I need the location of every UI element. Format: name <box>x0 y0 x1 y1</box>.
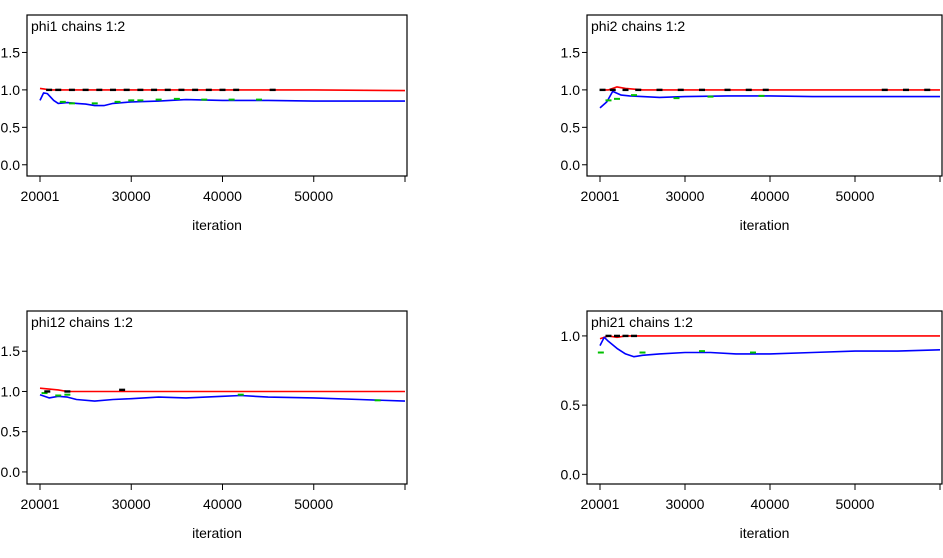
x-tick-label: 30000 <box>666 496 705 512</box>
y-tick-label: 1.0 <box>1 82 21 98</box>
trace-panel: phi21 chains 1:2 0.0 0.5 1.0 20001 30000 40000… <box>561 310 943 541</box>
x-tick-label: 50000 <box>294 496 333 512</box>
panel-title: phi21 chains 1:2 <box>591 314 693 330</box>
x-tick-label: 30000 <box>112 496 151 512</box>
y-tick-label: 0.0 <box>561 157 581 173</box>
y-tick-label: 0.0 <box>1 157 21 173</box>
y-tick-label: 0.0 <box>1 464 21 480</box>
trace-panel: phi1 chains 1:2 0.0 0.5 1.0 1.5 20001 30000 400… <box>1 14 408 233</box>
x-tick-label: 30000 <box>666 188 705 204</box>
x-axis-title: iteration <box>740 525 790 541</box>
trace-panel: phi2 chains 1:2 0.0 0.5 1.0 1.5 20001 30000 400… <box>561 14 943 233</box>
x-tick-label: 30000 <box>112 188 151 204</box>
x-tick-label: 40000 <box>203 496 242 512</box>
plot-frame <box>586 310 943 485</box>
x-tick-label: 20001 <box>581 496 620 512</box>
y-tick-label: 1.0 <box>561 82 581 98</box>
y-tick-label: 1.5 <box>561 44 581 60</box>
series-line <box>599 336 941 358</box>
x-axis-title: iteration <box>740 217 790 233</box>
x-tick-label: 40000 <box>203 188 242 204</box>
x-axis-title: iteration <box>192 217 242 233</box>
panel-title: phi2 chains 1:2 <box>591 18 685 34</box>
series-line <box>39 92 405 107</box>
series-line <box>39 393 406 402</box>
series-line <box>600 86 940 91</box>
y-tick-label: 1.5 <box>1 44 21 60</box>
y-tick-label: 0.0 <box>561 466 581 482</box>
x-tick-label: 20001 <box>21 496 60 512</box>
series-line <box>599 90 940 109</box>
panel-title: phi12 chains 1:2 <box>31 314 133 330</box>
x-tick-label: 20001 <box>21 188 60 204</box>
x-tick-label: 40000 <box>751 188 790 204</box>
series-line <box>599 335 940 340</box>
y-tick-label: 1.5 <box>1 343 21 359</box>
x-tick-label: 50000 <box>294 188 333 204</box>
y-tick-label: 0.5 <box>1 119 21 135</box>
x-tick-label: 20001 <box>581 188 620 204</box>
plot-frame <box>586 14 943 177</box>
x-tick-label: 50000 <box>836 496 875 512</box>
trace-panel: phi12 chains 1:2 0.0 0.5 1.0 1.5 20001 30000 40… <box>1 310 408 541</box>
y-tick-label: 1.0 <box>561 328 581 344</box>
series-line <box>39 387 405 393</box>
plot-frame <box>26 14 408 177</box>
x-tick-label: 50000 <box>836 188 875 204</box>
plot-frame <box>26 310 408 485</box>
y-tick-label: 1.0 <box>1 383 21 399</box>
y-tick-label: 0.5 <box>561 119 581 135</box>
x-axis-title: iteration <box>192 525 242 541</box>
panel-title: phi1 chains 1:2 <box>31 18 125 34</box>
y-tick-label: 0.5 <box>1 424 21 440</box>
x-tick-label: 40000 <box>751 496 790 512</box>
y-tick-label: 0.5 <box>561 397 581 413</box>
